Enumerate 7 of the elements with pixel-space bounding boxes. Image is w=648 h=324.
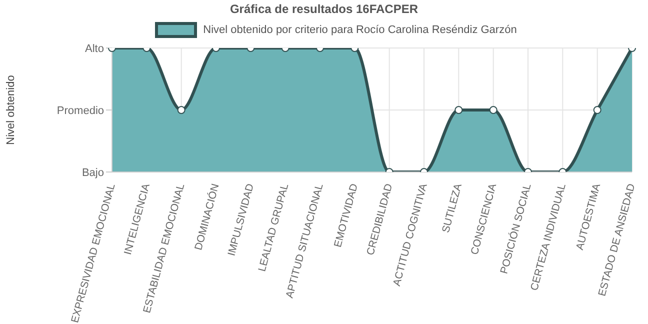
text: Alto <box>85 42 104 55</box>
chart-title: Gráfica de resultados 16FACPER <box>228 1 420 18</box>
text: Bajo <box>82 166 104 179</box>
y-axis-title: Nivel obtenido <box>4 75 17 145</box>
legend-label: Nivel obtenido por criterio para Rocío Carolina Reséndiz Garzón <box>202 23 517 38</box>
x-tick-label: LEALTAD GRUPAL <box>256 182 292 273</box>
text: Promedio <box>56 104 104 117</box>
